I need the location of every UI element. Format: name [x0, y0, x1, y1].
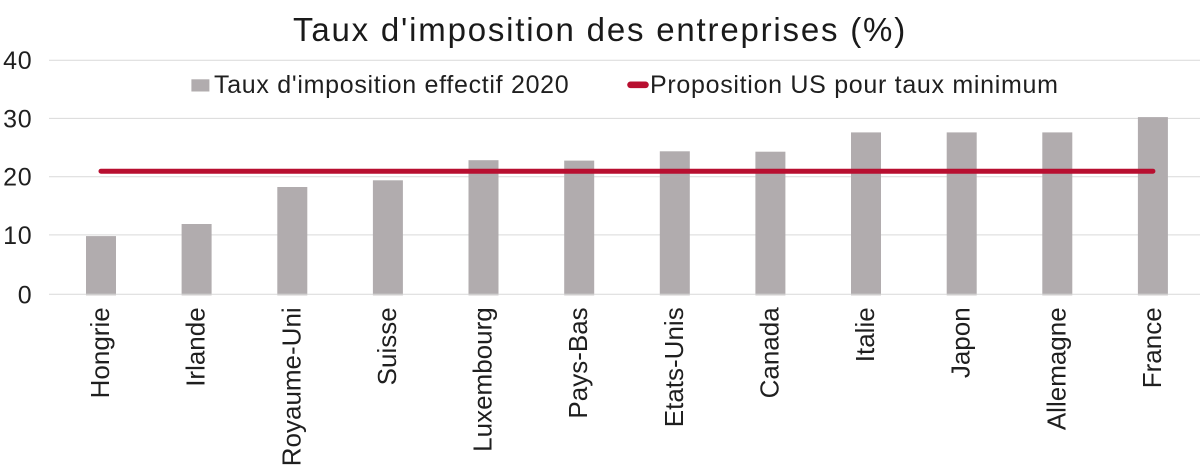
svg-text:Suisse: Suisse — [372, 307, 402, 385]
svg-text:40: 40 — [3, 47, 32, 75]
svg-text:Allemagne: Allemagne — [1041, 307, 1071, 430]
svg-text:Taux d'imposition des entrepri: Taux d'imposition des entreprises (%) — [293, 11, 907, 48]
svg-text:10: 10 — [3, 222, 32, 250]
svg-text:Japon: Japon — [946, 307, 976, 378]
svg-text:Proposition US pour taux minim: Proposition US pour taux minimum — [650, 71, 1059, 99]
svg-text:20: 20 — [3, 164, 32, 192]
svg-text:Taux d'imposition effectif 202: Taux d'imposition effectif 2020 — [214, 71, 569, 99]
svg-text:0: 0 — [18, 281, 33, 309]
svg-text:Etats-Unis: Etats-Unis — [659, 307, 689, 427]
svg-text:Irlande: Irlande — [181, 307, 211, 387]
svg-text:Pays-Bas: Pays-Bas — [563, 307, 593, 418]
svg-text:France: France — [1137, 307, 1167, 388]
svg-text:Hongrie: Hongrie — [85, 307, 115, 398]
svg-text:Luxembourg: Luxembourg — [468, 307, 498, 452]
svg-text:Royaume-Uni: Royaume-Uni — [276, 307, 306, 466]
svg-text:Canada: Canada — [754, 307, 784, 399]
svg-text:30: 30 — [3, 105, 32, 133]
svg-text:Italie: Italie — [850, 307, 880, 362]
